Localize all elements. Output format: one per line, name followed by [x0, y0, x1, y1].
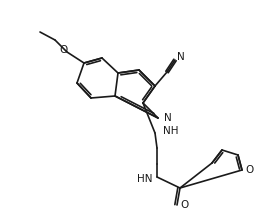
Text: N: N	[177, 52, 185, 62]
Text: O: O	[60, 45, 68, 55]
Text: O: O	[245, 165, 253, 175]
Text: NH: NH	[163, 126, 179, 136]
Text: N: N	[164, 113, 172, 123]
Text: HN: HN	[138, 174, 153, 184]
Text: O: O	[180, 200, 188, 210]
